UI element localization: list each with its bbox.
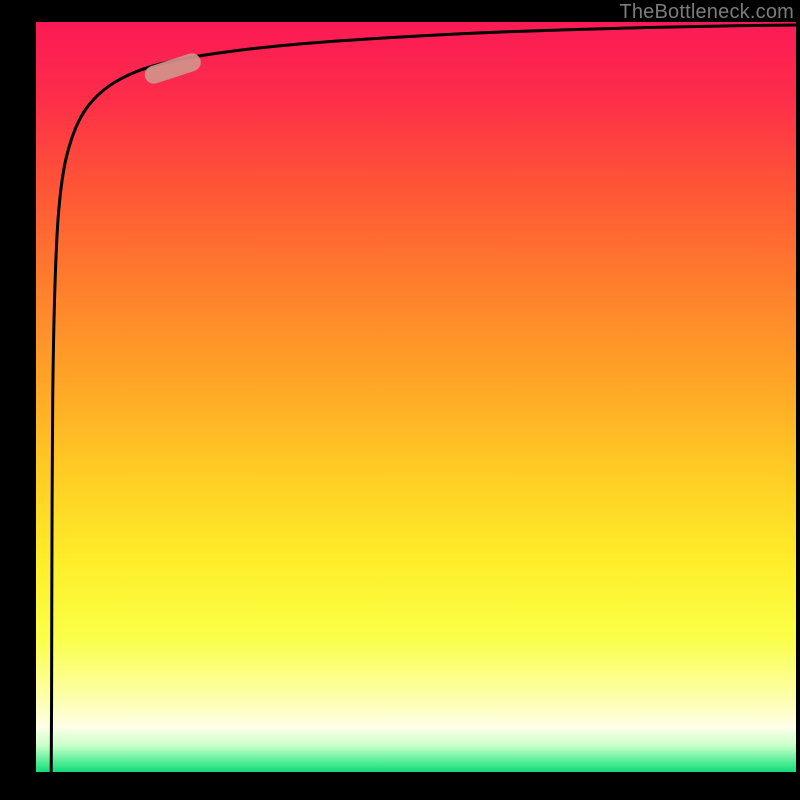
chart-root: { "attribution": "TheBottleneck.com", "c…	[0, 0, 800, 800]
bottleneck-curve	[51, 25, 796, 772]
attribution-text: TheBottleneck.com	[619, 1, 794, 24]
plot-area	[36, 22, 796, 772]
highlight-marker	[142, 51, 203, 86]
curve-overlay	[36, 22, 796, 772]
